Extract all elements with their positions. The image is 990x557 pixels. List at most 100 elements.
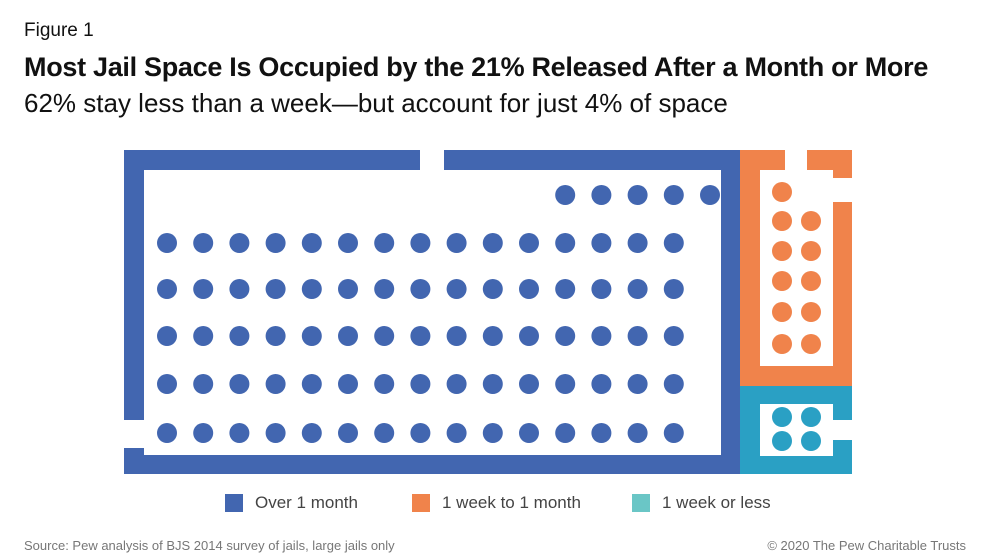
legend-swatch-1-week-to-1-month [412,494,430,512]
frame-over-1-month-top-right [444,150,740,170]
dot-over-1-month [627,279,648,299]
dot-over-1-month [482,423,503,443]
dot-1-week-to-1-month [772,271,792,291]
dot-over-1-month [482,326,503,346]
dot-over-1-month [157,374,177,394]
legend-swatch-1-week-or-less [632,494,650,512]
dot-over-1-month [374,279,395,299]
dot-over-1-month [301,279,322,299]
dot-over-1-month [446,326,467,346]
dot-over-1-month [193,279,214,299]
dot-over-1-month [265,233,286,253]
frame-1-week-to-1-month-inner [760,170,833,366]
dot-over-1-month [338,233,358,253]
dot-1-week-to-1-month [772,334,792,354]
dot-over-1-month [374,233,395,253]
dot-over-1-month [591,374,612,394]
legend: Over 1 month 1 week to 1 month 1 week or… [0,493,990,517]
dot-over-1-month [555,279,576,299]
dot-over-1-month [627,423,648,443]
frame-1-week-or-less-gap-right [833,420,852,440]
dot-over-1-month [374,374,395,394]
dot-over-1-month [663,374,684,394]
dot-over-1-month [338,279,358,299]
dot-over-1-month [591,279,612,299]
dot-over-1-month [265,326,286,346]
dot-over-1-month [555,185,576,205]
dot-over-1-month [265,423,286,443]
dot-over-1-month [519,326,539,346]
dot-1-week-or-less [801,431,821,451]
dot-1-week-or-less [772,431,792,451]
frame-1-week-or-less-inner [760,404,833,456]
dot-over-1-month [519,423,539,443]
dot-over-1-month [301,326,322,346]
dot-over-1-month [700,185,720,205]
source-note: Source: Pew analysis of BJS 2014 survey … [24,538,395,553]
dot-over-1-month [157,326,177,346]
dot-over-1-month [482,374,503,394]
dot-1-week-to-1-month [772,211,792,231]
dot-over-1-month [446,279,467,299]
dot-over-1-month [265,374,286,394]
chart-subtitle: 62% stay less than a week—but account fo… [24,88,728,118]
chart-title: Most Jail Space Is Occupied by the 21% R… [24,52,929,82]
dot-over-1-month [663,279,684,299]
legend-label-1-week-to-1-month: 1 week to 1 month [442,493,581,512]
dot-over-1-month [193,423,214,443]
dot-over-1-month [193,374,214,394]
dot-over-1-month [627,185,648,205]
legend-item-over-1-month: Over 1 month [225,493,358,513]
dot-over-1-month [555,326,576,346]
legend-item-1-week-or-less: 1 week or less [632,493,771,513]
frame-over-1-month-right [721,150,740,474]
figure-label: Figure 1 [24,20,94,41]
dot-over-1-month [482,279,503,299]
dot-over-1-month [627,233,648,253]
dot-over-1-month [519,233,539,253]
dot-over-1-month [157,279,177,299]
dot-1-week-to-1-month [801,334,821,354]
dot-over-1-month [591,326,612,346]
dot-over-1-month [482,233,503,253]
dot-over-1-month [410,326,431,346]
dot-over-1-month [446,233,467,253]
copyright-note: © 2020 The Pew Charitable Trusts [767,538,966,553]
unit-chart [124,150,852,474]
dot-over-1-month [157,233,177,253]
frame-over-1-month-top-left [124,150,420,170]
dot-over-1-month [338,423,358,443]
dot-over-1-month [446,374,467,394]
dot-over-1-month [410,423,431,443]
dot-over-1-month [374,423,395,443]
dot-over-1-month [663,233,684,253]
dot-over-1-month [663,423,684,443]
dot-over-1-month [519,374,539,394]
dot-over-1-month [265,279,286,299]
dot-over-1-month [374,326,395,346]
legend-label-1-week-or-less: 1 week or less [662,493,771,512]
dot-1-week-or-less [801,407,821,427]
dot-over-1-month [627,326,648,346]
dot-1-week-to-1-month [772,302,792,322]
dot-over-1-month [555,374,576,394]
dot-over-1-month [301,423,322,443]
dot-1-week-to-1-month [801,241,821,261]
dot-over-1-month [627,374,648,394]
legend-label-over-1-month: Over 1 month [255,493,358,512]
dot-over-1-month [410,279,431,299]
frame-1-week-to-1-month-gap-top [785,150,807,170]
legend-swatch-over-1-month [225,494,243,512]
dot-over-1-month [663,326,684,346]
dot-over-1-month [229,326,250,346]
dot-over-1-month [229,279,250,299]
dot-over-1-month [338,374,358,394]
dot-over-1-month [410,233,431,253]
dot-over-1-month [591,185,612,205]
dot-over-1-month [229,423,250,443]
legend-item-1-week-to-1-month: 1 week to 1 month [412,493,581,513]
dot-over-1-month [555,423,576,443]
frame-over-1-month-bottom [124,455,740,474]
dot-1-week-to-1-month [801,211,821,231]
dot-over-1-month [663,185,684,205]
